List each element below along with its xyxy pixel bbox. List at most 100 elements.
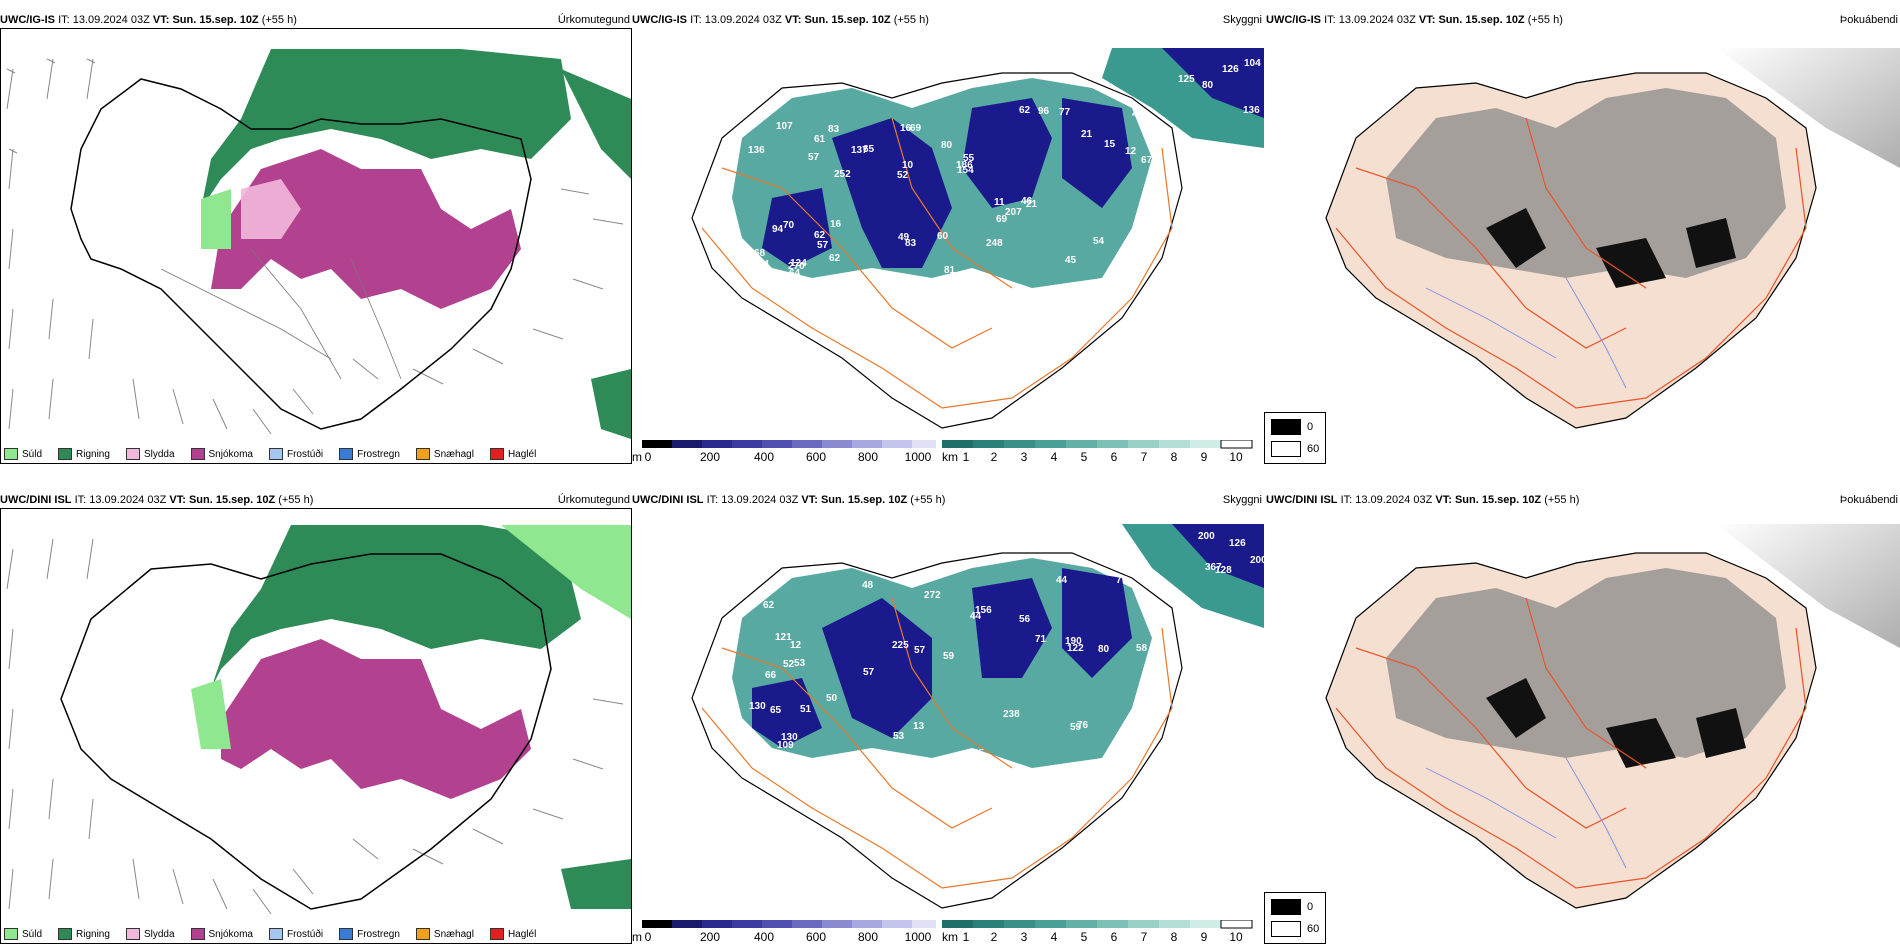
visibility-label: 67	[1141, 155, 1153, 166]
visibility-label: 10	[902, 160, 914, 171]
visibility-label: 77	[1116, 575, 1128, 586]
visibility-label: 65	[770, 705, 782, 716]
visibility-label: 57	[808, 152, 820, 163]
visibility-tick: 7	[1140, 930, 1148, 944]
visibility-label: 69	[996, 214, 1008, 225]
height-tick: 400	[753, 450, 775, 464]
row-2-visibility-header: UWC/DINI ISL IT: 13.09.2024 03Z VT: Sun.…	[632, 492, 1264, 508]
visibility-label: 125	[920, 90, 937, 101]
visibility-unit: km	[942, 450, 958, 464]
visibility-tick: 10	[1229, 450, 1243, 464]
visibility-label: 104	[1244, 58, 1261, 69]
row-1-fog-header: UWC/IG-IS IT: 13.09.2024 03Z VT: Sun. 15…	[1266, 12, 1900, 28]
visibility-label: 126	[1229, 538, 1246, 549]
visibility-label: 186	[956, 160, 973, 171]
visibility-label: 13	[913, 721, 925, 732]
drizzle-area	[201, 189, 231, 249]
visibility-label: 58	[1136, 643, 1148, 654]
model-name: UWC/DINI ISL	[0, 494, 72, 506]
visibility-label: 126	[1222, 64, 1239, 75]
visibility-tick: 10	[1229, 930, 1243, 944]
visibility-label: 51	[800, 704, 812, 715]
visibility-label: 272	[924, 590, 941, 601]
legend-item: Frostúði	[268, 928, 323, 940]
visibility-label: 16	[830, 219, 842, 230]
visibility-label: 62	[814, 230, 826, 241]
visibility-label: 136	[748, 145, 765, 156]
height-tick: 200	[699, 450, 721, 464]
it-label: IT:	[690, 14, 702, 26]
height-tick: 800	[857, 930, 879, 944]
visibility-tick: 6	[1110, 450, 1118, 464]
visibility-label: 109	[777, 740, 794, 751]
lead-time: (+55 h)	[278, 494, 314, 506]
visibility-tick: 4	[1050, 450, 1058, 464]
it-label: IT:	[74, 494, 87, 506]
row-2-precip-panel: UWC/DINI ISL IT: 13.09.2024 03Z VT: Sun.…	[0, 492, 632, 944]
row-1-visibility-header: UWC/IG-IS IT: 13.09.2024 03Z VT: Sun. 15…	[632, 12, 1264, 28]
visibility-tick: 1	[962, 450, 970, 464]
visibility-label: 71	[1035, 634, 1047, 645]
vt-label: VT:	[801, 494, 818, 506]
it-label: IT:	[706, 494, 719, 506]
row-2-visibility-panel: UWC/DINI ISL IT: 13.09.2024 03Z VT: Sun.…	[632, 492, 1264, 944]
precip-map-svg	[6, 49, 631, 439]
model-name: UWC/IG-IS	[0, 14, 55, 26]
visibility-label: 45	[1065, 255, 1077, 266]
model-name: UWC/IG-IS	[1266, 14, 1321, 26]
visibility-label: 66	[765, 670, 777, 681]
vt-value: Sun. 15.sep. 10Z	[804, 14, 891, 26]
legend-item: Snæhagl	[415, 928, 474, 940]
visibility-label: 248	[986, 238, 1003, 249]
visibility-label: 68	[754, 248, 766, 259]
visibility-label: 53	[794, 658, 806, 669]
visibility-label: 49	[898, 232, 910, 243]
visibility-label: 122	[1067, 643, 1084, 654]
visibility-tick: 5	[1080, 450, 1088, 464]
legend-item: Slydda	[125, 928, 175, 940]
height-unit: m	[632, 450, 642, 464]
row-2-fog-panel: UWC/DINI ISL IT: 13.09.2024 03Z VT: Sun.…	[1264, 492, 1900, 944]
visibility-label: 54	[1093, 236, 1105, 247]
visibility-label: 56	[1019, 614, 1031, 625]
visibility-label: 225	[892, 640, 909, 651]
row-1-precip-panel: UWC/IG-IS IT: 13.09.2024 03Z VT: Sun. 15…	[0, 12, 632, 464]
fog-legend: 0 60	[1264, 412, 1327, 464]
iceland-coastline	[70, 78, 532, 430]
vt-label: VT:	[1435, 494, 1452, 506]
visibility-label: 130	[749, 701, 766, 712]
visibility-label: 50	[826, 693, 838, 704]
visibility-label: 16	[900, 123, 912, 134]
visibility-label: 53	[893, 731, 905, 742]
visibility-label: 12	[1125, 146, 1137, 157]
it-label: IT:	[1340, 494, 1353, 506]
visibility-label: 44	[1132, 109, 1144, 120]
visibility-colorbar: km 1 2 3 4 5 6 7 8 9 10	[942, 920, 1254, 944]
visibility-label: 52	[897, 170, 909, 181]
height-tick: 0	[644, 930, 652, 944]
visibility-label: 125	[1178, 74, 1195, 85]
row-1-visibility-panel: UWC/IG-IS IT: 13.09.2024 03Z VT: Sun. 15…	[632, 12, 1264, 464]
visibility-label: 154	[957, 165, 974, 176]
visibility-label: 62	[1019, 105, 1031, 116]
visibility-label: 81	[944, 265, 956, 276]
legend-item: Snjókoma	[190, 448, 253, 460]
precip-map-svg	[6, 525, 631, 915]
visibility-title: Skyggni	[1222, 14, 1262, 26]
height-tick: 600	[805, 930, 827, 944]
lead-time: (+55 h)	[1544, 494, 1580, 506]
visibility-label: 270	[788, 261, 805, 272]
visibility-label: 238	[1003, 709, 1020, 720]
visibility-label: 200	[1198, 531, 1215, 542]
lead-time: (+55 h)	[1527, 14, 1563, 26]
it-value: 13.09.2024 03Z	[721, 494, 799, 506]
fog-map	[1266, 28, 1900, 440]
model-name: UWC/DINI ISL	[1266, 494, 1338, 506]
fog-map-svg	[1325, 48, 1900, 429]
visibility-label: 367	[1205, 562, 1222, 573]
visibility-map-svg: 2001262003671285362566644591094857102651…	[691, 524, 1264, 909]
legend-item: Súld	[4, 928, 42, 940]
vt-value: Sun. 15.sep. 10Z	[1454, 494, 1542, 506]
row-2-precip-header: UWC/DINI ISL IT: 13.09.2024 03Z VT: Sun.…	[0, 492, 632, 508]
model-name: UWC/IG-IS	[632, 14, 687, 26]
